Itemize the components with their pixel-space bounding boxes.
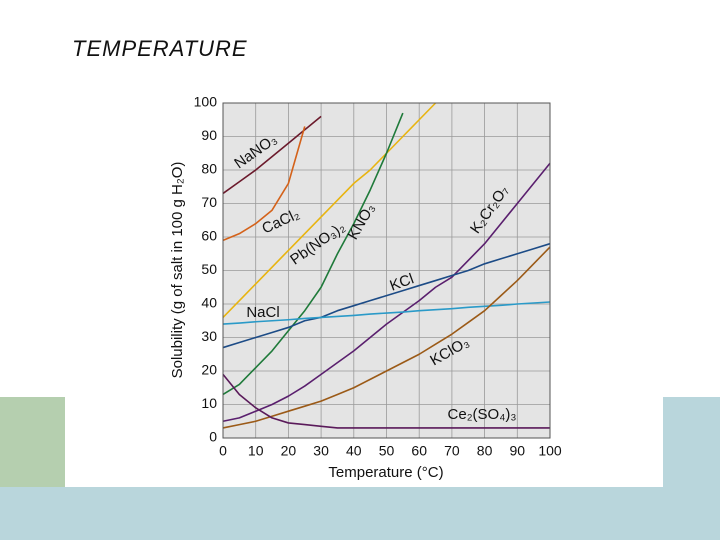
y-tick-label: 50 (201, 261, 217, 277)
slide-title: TEMPERATURE (72, 36, 248, 61)
x-tick-label: 50 (379, 443, 395, 459)
x-tick-label: 60 (411, 443, 427, 459)
x-tick-label: 90 (510, 443, 526, 459)
y-tick-label: 60 (201, 228, 217, 244)
y-tick-label: 70 (201, 194, 217, 210)
series-line (222, 126, 306, 242)
y-axis-label: Solubility (g of salt in 100 g H₂O) (169, 162, 186, 379)
series-line (222, 246, 551, 429)
y-tick-label: 10 (201, 395, 217, 411)
y-tick-label: 40 (201, 295, 217, 311)
series-line (222, 115, 322, 195)
decor-band (0, 487, 720, 540)
x-tick-label: 20 (281, 443, 297, 459)
y-tick-label: 100 (194, 94, 218, 110)
y-tick-label: 80 (201, 161, 217, 177)
x-tick-label: 80 (477, 443, 493, 459)
y-tick-label: 30 (201, 328, 217, 344)
x-axis-label: Temperature (°C) (328, 464, 443, 481)
series-line (222, 373, 550, 429)
lines (222, 102, 551, 429)
y-tick-label: 90 (201, 127, 217, 143)
x-tick-label: 40 (346, 443, 362, 459)
x-tick-label: 100 (538, 443, 562, 459)
x-tick-label: 10 (248, 443, 264, 459)
series-line (222, 162, 551, 423)
plot-frame (222, 102, 551, 439)
series-line (222, 301, 551, 325)
series-line (222, 242, 551, 349)
x-tick-label: 0 (219, 443, 227, 459)
x-tick-label: 30 (313, 443, 329, 459)
series-line (222, 102, 437, 318)
decor-block (663, 397, 720, 487)
series-line (222, 112, 404, 396)
x-tick-label: 70 (444, 443, 460, 459)
series-label: NaCl (246, 304, 279, 321)
series-label: Ce₂(SO₄)₃ (448, 406, 517, 423)
y-tick-label: 20 (201, 362, 217, 378)
y-tick-label: 0 (209, 429, 217, 445)
